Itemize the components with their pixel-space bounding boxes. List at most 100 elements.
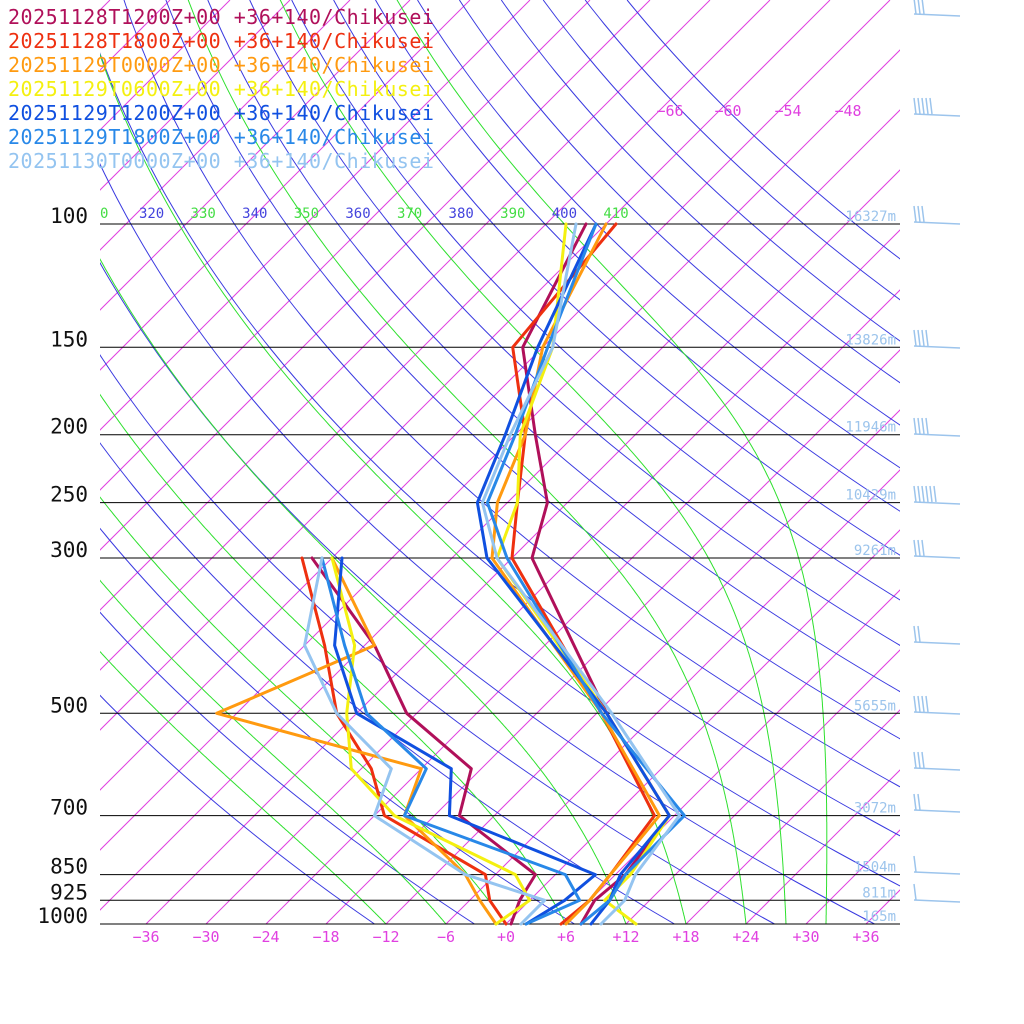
dry-adiabat-line [123,0,900,788]
isotherm-line [385,409,900,924]
wind-barb [913,809,961,813]
wind-barb-flag [921,417,925,435]
wind-barb-flag [913,0,917,15]
wind-barb-flag [913,751,917,769]
dry-adiabat-line [584,0,900,301]
temperature-tick-label: −6 [437,928,455,946]
wind-barb-flag [917,417,921,435]
wind-barb-flag [917,205,921,223]
dry-adiabat-line [626,0,900,260]
dry-adiabat-line [249,0,900,646]
wind-barb-flag [917,539,921,557]
temperature-tick-label: −24 [252,928,279,946]
theta-label: 350 [294,206,319,222]
upper-temperature-labels: −66 −60 −54 −48 [656,102,861,120]
pressure-label: 200 [50,415,88,439]
wind-barb-flag [929,97,933,115]
height-label: 1504m [854,860,896,876]
height-label: 10429m [845,488,896,504]
pressure-label: 500 [50,693,88,717]
wind-barb [913,899,961,903]
isotherm-line [100,109,900,911]
wind-barb [913,345,961,349]
isotherm-line [100,0,651,551]
isotherm-line [205,229,900,924]
dewpoint-profile-2 [300,556,508,926]
isotherm-line [100,0,411,311]
dry-adiabat-line [100,52,900,837]
wind-barb-flag [917,793,921,811]
theta-label: 380 [449,206,474,222]
height-label: 3072m [854,801,896,817]
temperature-tick-label: +0 [497,928,515,946]
isotherm-line [100,0,471,371]
wind-barb-flag [917,329,921,347]
theta-label: 410 [603,206,628,222]
wind-barb-flag [925,329,929,347]
isotherm-label: −48 [834,102,861,120]
dewpoint-profile-7 [303,556,547,926]
wind-barb-flag [921,539,925,557]
wind-barb-flag [917,485,921,503]
pressure-label: 700 [50,796,88,820]
sounding-profiles [215,222,686,926]
moist-adiabat-line [187,0,747,924]
dry-adiabat-line [100,162,900,887]
isotherm-label: −54 [774,102,801,120]
isotherm-line [325,349,900,924]
pressure-label: 150 [50,327,88,351]
isotherm-line [865,889,900,924]
wind-barb-flag [913,855,917,873]
isotherm-line [805,829,900,924]
dry-adiabat-line [291,0,900,601]
dry-adiabat-line [333,0,900,556]
moist-adiabat-line [279,0,787,924]
pressure-label: 250 [50,483,88,507]
dewpoint-profile-4 [330,556,532,926]
dewpoint-profile-3 [215,556,498,926]
isotherm-line [100,0,591,491]
isotherm-line [100,0,351,251]
isotherm-line [100,49,900,851]
moist-adiabat-line [100,650,387,924]
wind-barb-flag [921,0,925,15]
isotherm-lines [100,0,1024,924]
isotherm-line [100,0,531,431]
dewpoint-profile-5 [333,556,597,926]
isotherm-line [986,0,1024,924]
isotherm-line [100,0,711,611]
isotherm-line [145,169,900,924]
wind-barbs [913,0,961,903]
wind-barb [913,501,961,505]
wind-barb-flag [925,485,929,503]
temperature-profile-7 [480,222,681,926]
temperature-tick-label: +24 [732,928,759,946]
wind-barb-flag [913,205,917,223]
temperature-axis-labels: −36 −30 −24 −18 −12 −6 +0 +6 +12 +18 +24 +30 +36 [132,928,879,946]
dry-adiabat-line [100,611,475,924]
isotherm-line [685,709,900,924]
height-label: 16327m [845,209,896,225]
wind-barb-flag [917,751,921,769]
legend-entry: 20251128T1200Z+00 +36+140/Chikusei [8,5,434,29]
temperature-tick-label: −18 [312,928,339,946]
wind-barb-flag [933,485,937,503]
dry-adiabat-line [207,0,900,693]
isotherm-line [505,529,900,924]
wind-barb [913,221,961,225]
height-label: 5655m [854,698,896,714]
wind-barb-flag [921,695,925,713]
wind-barb-flag [925,695,929,713]
isotherm-line [100,0,831,731]
temperature-tick-label: +6 [557,928,575,946]
wind-barb-flag [913,883,917,901]
temperature-tick-label: −36 [132,928,159,946]
dry-adiabat-line [100,442,675,924]
pressure-label: 100 [50,204,88,228]
dry-adiabat-line [375,0,900,512]
height-label: 11946m [845,420,896,436]
temperature-tick-label: +30 [792,928,819,946]
legend-entry: 20251129T0600Z+00 +36+140/Chikusei [8,77,434,101]
legend-entry: 20251128T1800Z+00 +36+140/Chikusei [8,29,434,53]
